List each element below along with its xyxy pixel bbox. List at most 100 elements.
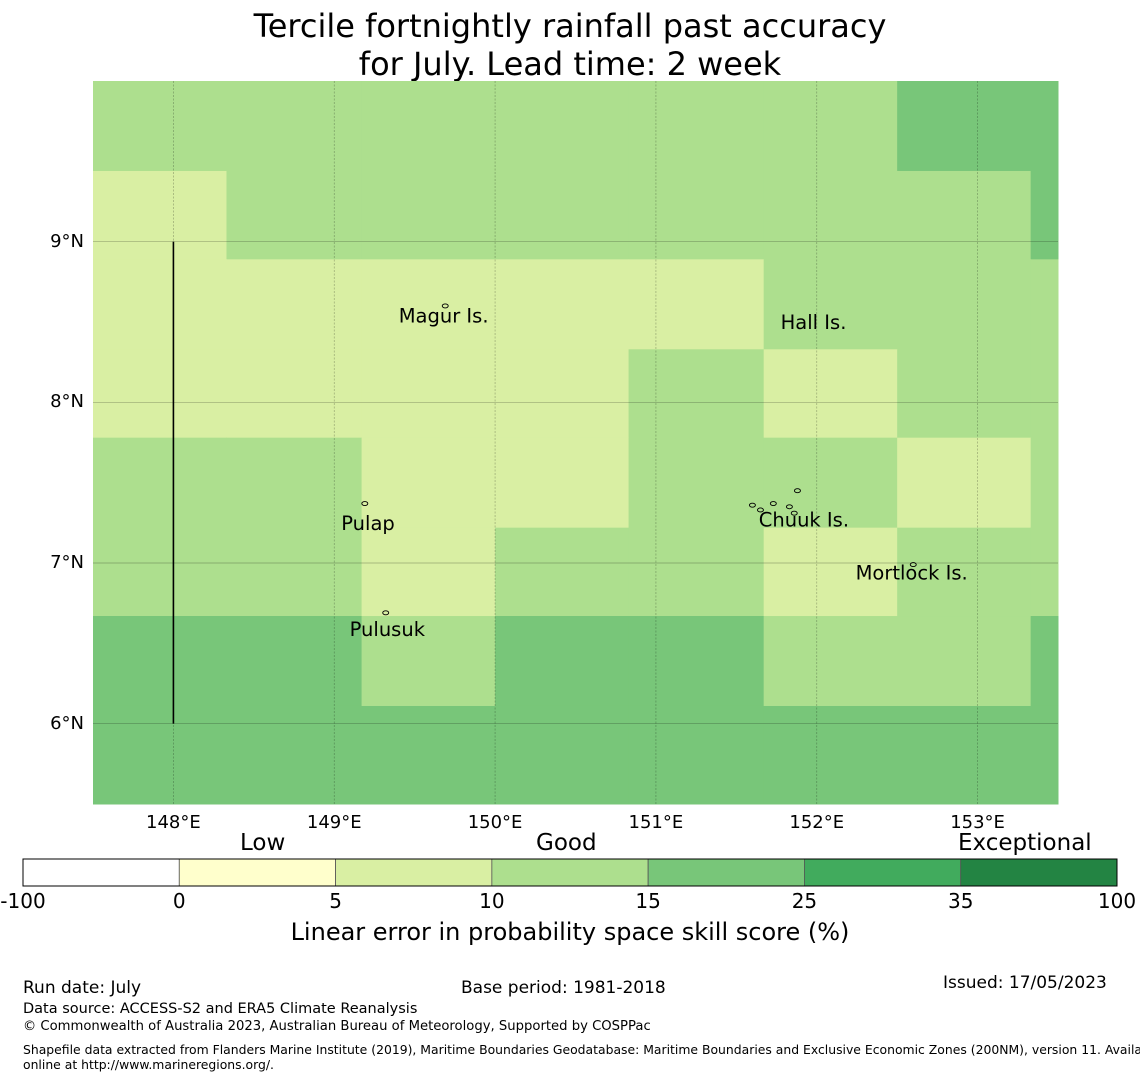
skill-cell [495, 349, 630, 439]
chart-title-line-2: for July. Lead time: 2 week [358, 45, 782, 83]
island-outline [769, 501, 777, 507]
category-good-label: Good [536, 830, 597, 856]
colorbar-segment [491, 858, 649, 887]
skill-cell [226, 527, 363, 617]
skill-cell [361, 81, 496, 172]
colorbar-outline [22, 858, 1118, 887]
place-label: Hall Is. [781, 311, 847, 334]
island-outline [909, 562, 917, 568]
skill-cell [1030, 616, 1059, 707]
skill-cell [763, 259, 898, 350]
run-date: Run date: July [23, 978, 142, 998]
skill-cell [495, 81, 630, 172]
place-label: Magur Is. [399, 305, 489, 328]
skill-cell [897, 349, 1032, 439]
skill-cell [628, 437, 765, 529]
colorbar-tick-label: 5 [329, 889, 342, 913]
skill-cell [361, 349, 496, 439]
skill-cell [897, 259, 1032, 350]
skill-cell [226, 349, 363, 439]
longitude-tick-label: 153°E [950, 812, 1005, 833]
skill-cell [93, 259, 227, 350]
longitude-tick-label: 151°E [628, 812, 684, 833]
island-outline [794, 488, 801, 494]
skill-cell [495, 527, 630, 617]
skill-cell [628, 705, 765, 805]
skill-cell [226, 170, 363, 260]
longitude-tick-label: 152°E [789, 812, 845, 833]
latitude-tick-label: 8°N [50, 391, 84, 413]
skill-cell [897, 437, 1032, 529]
copyright: © Commonwealth of Australia 2023, Austra… [23, 1019, 651, 1034]
skill-cell [628, 81, 765, 172]
longitude-tick-label: 150°E [467, 812, 523, 833]
skill-cell [361, 616, 496, 707]
skill-cell [763, 527, 898, 617]
skill-cell [1030, 81, 1059, 172]
skill-cell [495, 170, 630, 260]
island-outline [785, 504, 793, 510]
skill-cell [628, 349, 765, 439]
skill-cell [495, 616, 630, 707]
island-outline [361, 501, 369, 507]
skill-cell [93, 349, 227, 439]
skill-cell [361, 259, 496, 350]
place-label: Pulap [341, 512, 395, 535]
skill-cell [495, 437, 630, 529]
skill-cell [763, 349, 898, 439]
skill-cell [628, 170, 765, 260]
skill-cell [361, 170, 496, 260]
skill-cell [226, 616, 363, 707]
skill-cell [763, 705, 898, 805]
latitude-tick-label: 9°N [50, 230, 84, 252]
shapefile-credit-line-2: online at http://www.marineregions.org/. [23, 1057, 274, 1072]
skill-cell [361, 437, 496, 529]
skill-cell [1030, 349, 1059, 439]
base-period: Base period: 1981-2018 [461, 978, 666, 998]
place-label: Pulusuk [350, 618, 426, 641]
colorbar-tick-label: 10 [479, 889, 505, 913]
skill-cell [93, 616, 227, 707]
skill-cell [628, 616, 765, 707]
skill-cell [361, 705, 496, 805]
skill-cell [226, 437, 363, 529]
skill-cell [763, 616, 898, 707]
skill-cell [1030, 170, 1059, 260]
skill-cell [763, 81, 898, 172]
colorbar-tick-label: 25 [791, 889, 818, 913]
skill-cell [897, 705, 1032, 805]
place-label: Chuuk Is. [759, 509, 849, 532]
island-outline [382, 610, 390, 616]
colorbar-segment [804, 858, 962, 887]
colorbar-tick-label: 15 [635, 889, 661, 913]
island-outline [757, 507, 764, 513]
skill-cell [897, 81, 1032, 172]
skill-cell [93, 170, 227, 260]
skill-cell [93, 527, 227, 617]
data-source: Data source: ACCESS-S2 and ERA5 Climate … [23, 1001, 418, 1017]
latitude-tick-label: 7°N [50, 552, 84, 573]
skill-cell [897, 527, 1032, 617]
colorbar-segment [178, 858, 336, 887]
colorbar-tick-label: 100 [1097, 889, 1137, 913]
colorbar-tick-label: 0 [172, 889, 186, 913]
skill-cell [628, 259, 765, 350]
skill-cell [226, 259, 363, 350]
skill-cell [1030, 259, 1059, 350]
island-outline [441, 303, 449, 309]
skill-cell [897, 170, 1032, 260]
skill-cell [763, 170, 898, 260]
skill-cell [1030, 437, 1059, 529]
issued-date: Issued: 17/05/2023 [943, 973, 1107, 993]
colorbar-segment [647, 858, 805, 887]
skill-cell [226, 705, 363, 805]
skill-cell [495, 259, 630, 350]
skill-cell [93, 437, 227, 529]
colorbar-segment [960, 858, 1118, 887]
skill-cell [226, 81, 363, 172]
skill-cell [93, 81, 227, 172]
island-outline [790, 510, 798, 516]
chart-title-line-1: Tercile fortnightly rainfall past accura… [253, 7, 887, 45]
skill-cell [1030, 705, 1059, 805]
